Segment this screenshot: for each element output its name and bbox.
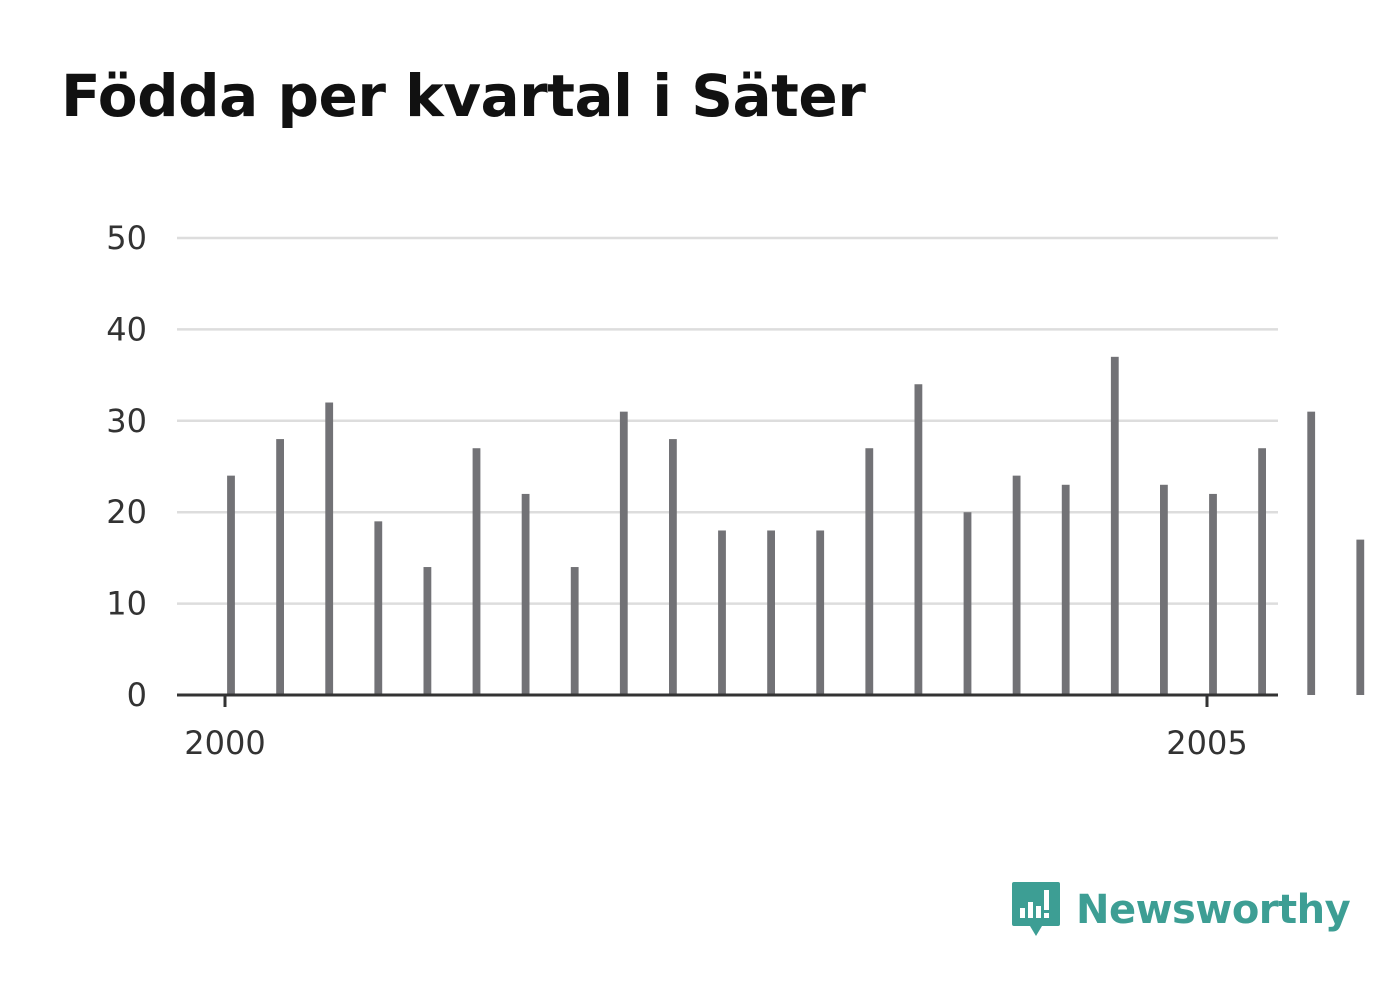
bar — [521, 493, 530, 695]
x-tick-label: 2005 — [1166, 724, 1247, 762]
bar — [570, 567, 579, 695]
bar — [718, 530, 726, 695]
y-tick-label: 0 — [127, 676, 147, 714]
bars — [227, 356, 1365, 695]
bar — [1307, 411, 1316, 695]
bar — [423, 567, 432, 695]
y-tick-label: 40 — [106, 310, 147, 348]
bar — [1209, 493, 1217, 695]
chart-title: Födda per kvartal i Säter — [61, 62, 866, 130]
bar — [472, 448, 481, 695]
bar — [767, 530, 775, 695]
bar — [619, 411, 628, 695]
bar — [963, 512, 972, 695]
bar — [865, 448, 874, 695]
brand-name: Newsworthy — [1076, 887, 1351, 933]
bar — [914, 384, 923, 695]
axes — [177, 693, 1278, 707]
bar — [1012, 475, 1021, 695]
brand-logo: Newsworthy — [1010, 880, 1351, 940]
bar — [1110, 356, 1119, 695]
bar — [325, 402, 334, 695]
bar — [1356, 539, 1365, 695]
x-tick-label: 2000 — [184, 724, 265, 762]
grid-lines — [177, 236, 1278, 605]
y-tick-label: 30 — [106, 402, 147, 440]
bar — [1061, 484, 1070, 695]
bar — [227, 475, 235, 695]
bar — [1160, 484, 1168, 695]
bar — [816, 530, 825, 695]
bar — [669, 439, 677, 695]
bar — [374, 521, 383, 695]
y-tick-label: 20 — [106, 493, 147, 531]
bar — [276, 439, 284, 695]
tick-labels: 0102030405027200020052010201520202025 — [106, 219, 1247, 762]
y-tick-label: 50 — [106, 219, 147, 257]
newsworthy-logo-icon — [1012, 882, 1060, 936]
y-tick-label: 10 — [106, 585, 147, 623]
bar — [1258, 448, 1266, 695]
